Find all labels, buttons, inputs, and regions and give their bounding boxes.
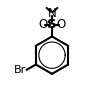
Text: O: O [38, 18, 47, 31]
Text: Br: Br [14, 65, 26, 75]
Text: N: N [48, 7, 56, 20]
Text: S: S [47, 18, 57, 31]
Text: O: O [57, 18, 66, 31]
